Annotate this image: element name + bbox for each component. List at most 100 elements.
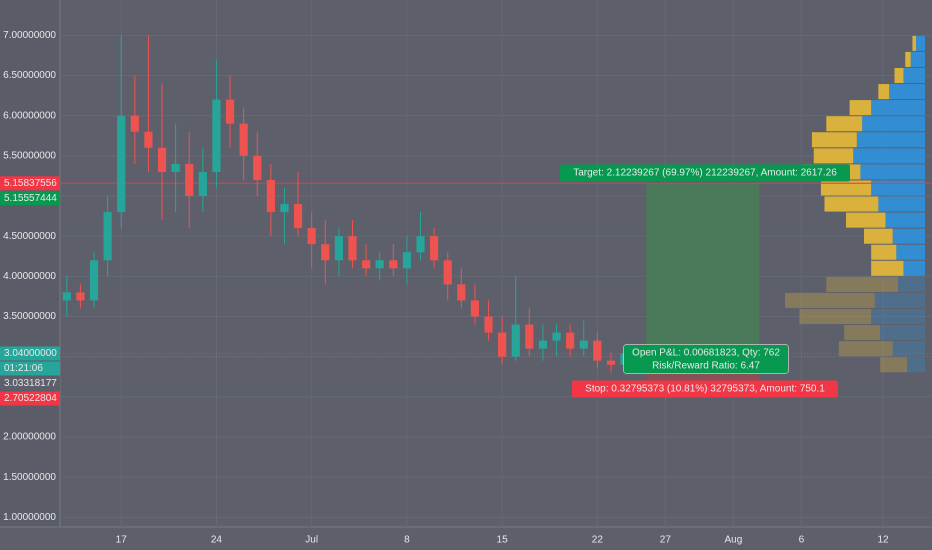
candle-body [62, 292, 71, 301]
target-zone [646, 183, 760, 354]
profile-down [871, 180, 925, 196]
profile-down [892, 228, 925, 244]
price-label: 3.04000000 [4, 348, 57, 359]
profile-up [824, 196, 879, 212]
profile-up [880, 357, 908, 373]
profile-up [844, 325, 881, 341]
x-tick-label: 12 [877, 535, 889, 546]
candle-body [334, 236, 343, 261]
profile-up [849, 100, 872, 116]
pnl-label: Open P&L: 0.00681823, Qty: 762 [632, 348, 780, 359]
profile-up [863, 228, 893, 244]
y-tick-label: 3.50000000 [3, 311, 56, 322]
x-tick-label: 6 [799, 535, 805, 546]
profile-up [871, 260, 904, 276]
price-label-box [0, 346, 60, 361]
candle-body [443, 260, 452, 285]
price-axis [0, 0, 60, 527]
candle-body [253, 155, 262, 180]
candle-body [457, 284, 466, 301]
candle-body [362, 260, 371, 269]
price-label-box [0, 391, 60, 406]
profile-down [853, 148, 925, 164]
candle-body [130, 115, 139, 132]
profile-down [856, 132, 925, 148]
price-label: 01:21:06 [4, 363, 43, 374]
candle-body [280, 204, 289, 213]
candle-body [593, 340, 602, 361]
profile-down [880, 325, 925, 341]
x-tick-label: Jul [305, 535, 318, 546]
candle-body [307, 228, 316, 245]
profile-up [894, 67, 904, 84]
candle-body [579, 340, 588, 349]
target-label: Target: 2.12239267 (69.97%) 212239267, A… [573, 168, 837, 179]
candle-body [144, 131, 153, 148]
price-label-box [0, 176, 60, 191]
profile-up [826, 116, 863, 132]
candle-body [552, 332, 561, 341]
profile-down [910, 51, 925, 67]
price-label-box [0, 191, 60, 206]
profile-up [905, 51, 911, 67]
candle-body [375, 260, 384, 269]
profile-up [785, 292, 875, 308]
profile-down [889, 84, 925, 100]
profile-down [871, 308, 925, 325]
candle-body [348, 236, 357, 261]
target-label-box [560, 164, 850, 182]
candle-body [103, 212, 112, 261]
y-tick-label: 6.50000000 [3, 70, 56, 81]
profile-down [916, 35, 925, 51]
profile-down [907, 357, 925, 373]
candle-body [321, 244, 330, 261]
x-tick-label: 15 [497, 535, 509, 546]
candle-body [185, 163, 194, 197]
candle-body [266, 179, 275, 213]
profile-up [912, 35, 917, 51]
profile-up [813, 148, 854, 164]
profile-down [903, 260, 925, 276]
candle-body [89, 260, 99, 301]
profile-up [826, 276, 899, 292]
ratio-label: Risk/Reward Ratio: 6.47 [652, 361, 760, 372]
candle-body [212, 99, 221, 172]
profile-up [820, 180, 872, 196]
profile-up [811, 132, 857, 148]
x-tick-label: 22 [592, 535, 604, 546]
profile-down [874, 292, 925, 308]
profile-down [892, 341, 925, 357]
profile-down [871, 100, 925, 116]
profile-down [903, 67, 925, 84]
candle-body [416, 236, 425, 253]
profile-down [885, 212, 925, 228]
price-label: 2.70522804 [4, 393, 57, 404]
candle-body [566, 332, 575, 349]
candle-body [430, 236, 439, 261]
stop-label-box [572, 380, 838, 398]
profile-down [860, 164, 925, 180]
price-label: 5.15557444 [4, 193, 57, 204]
price-label: 5.15837556 [4, 178, 57, 189]
candle-body [117, 115, 126, 213]
x-tick-label: 27 [660, 535, 672, 546]
x-tick-label: 8 [404, 535, 410, 546]
x-tick-label: Aug [724, 535, 742, 546]
y-tick-label: 1.00000000 [3, 512, 56, 523]
candle-body [511, 324, 520, 357]
price-label: 3.03318177 [4, 378, 57, 389]
price-label-box [0, 376, 60, 391]
candle-body [484, 316, 493, 333]
candle-body [171, 163, 180, 172]
candle-body [525, 324, 534, 349]
profile-down [862, 116, 925, 132]
candle-body [538, 340, 548, 349]
profile-down [896, 244, 925, 260]
y-tick-label: 4.50000000 [3, 231, 56, 242]
profile-up [846, 212, 886, 228]
profile-down [878, 196, 925, 212]
candle-body [470, 300, 479, 317]
candle-body [198, 171, 207, 197]
